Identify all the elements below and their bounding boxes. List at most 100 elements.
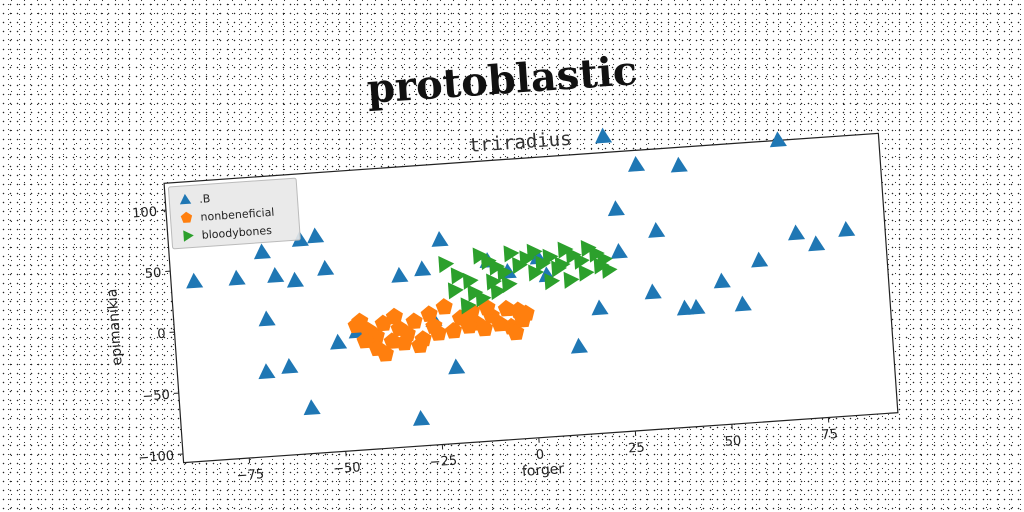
scatter-point (435, 298, 453, 315)
scatter-point (429, 324, 447, 341)
y-tick-label: 50 (144, 266, 162, 282)
scatter-point (497, 299, 515, 317)
scatter-point (838, 220, 856, 237)
scatter-point (286, 271, 305, 288)
scatter-point (601, 261, 618, 279)
scatter-point (607, 200, 625, 217)
plot-area (163, 132, 899, 464)
scatter-point (317, 259, 335, 276)
scatter-point (258, 363, 276, 380)
x-tick-label: 50 (724, 434, 742, 450)
scatter-point (253, 243, 271, 260)
scatter-point (491, 315, 509, 332)
scatter-point (391, 266, 409, 283)
scatter-point (497, 264, 513, 282)
scatter-point (648, 222, 666, 238)
scatter-point (593, 257, 610, 275)
scatter-point (303, 399, 321, 416)
legend-box (167, 177, 301, 250)
scatter-point (501, 276, 518, 294)
scatter-point (411, 336, 429, 354)
x-tick-label: −50 (333, 460, 361, 477)
scatter-point (460, 297, 477, 315)
legend-marker (179, 193, 192, 205)
scatter-point (488, 258, 505, 276)
scatter-point (374, 314, 392, 332)
x-tick-label: −75 (236, 467, 264, 484)
scatter-point (542, 248, 559, 266)
scatter-point (591, 299, 609, 316)
legend-label: nonbeneficial (200, 206, 275, 224)
scatter-point (788, 224, 806, 241)
scatter-point (713, 272, 731, 289)
scatter-point (460, 317, 478, 334)
legend-label: bloodybones (201, 224, 272, 242)
scatter-point (467, 284, 484, 302)
x-tick-label: 25 (628, 440, 646, 456)
x-axis-label: forger (521, 461, 565, 480)
y-axis-label: epimanikia (104, 288, 125, 366)
y-tick-label: 100 (132, 205, 158, 222)
scatter-point (734, 295, 752, 312)
y-tick-label: 0 (157, 327, 166, 343)
x-axis-ticks: −75 −50 −25 0 25 50 75 (236, 417, 839, 484)
scatter-point (528, 264, 544, 282)
scatter-point (258, 310, 276, 327)
scatter-point (472, 247, 489, 265)
legend-marker (180, 211, 193, 223)
scatter-point (519, 250, 536, 268)
scatter-point (507, 323, 525, 341)
scatter-point (383, 332, 401, 349)
scatter-point (644, 283, 662, 300)
scatter-point (186, 272, 204, 289)
scatter-point (356, 331, 374, 349)
scatter-point (228, 269, 246, 286)
scatter-point (565, 247, 582, 265)
x-tick-label: 0 (535, 447, 544, 463)
y-tick-label: −100 (138, 449, 175, 466)
scatter-point (535, 255, 552, 273)
scatter-point (450, 267, 467, 285)
scatter-point (431, 231, 449, 247)
scatter-point (578, 264, 595, 282)
scatter-point (395, 334, 413, 351)
scatter-point (281, 357, 299, 374)
scatter-point (307, 227, 325, 244)
scatter-point (486, 273, 502, 291)
scatter-point (628, 156, 646, 172)
scatter-point (445, 321, 463, 339)
scatter-point (570, 337, 588, 354)
scatter-point (580, 239, 597, 258)
scatter-point (610, 243, 628, 259)
y-tick-label: −50 (142, 388, 170, 405)
scatter-point (573, 252, 590, 270)
scatter-point (509, 301, 527, 319)
scatter-point (544, 273, 561, 291)
scatter-point (808, 235, 826, 252)
scatter-point (751, 251, 769, 268)
legend-marker (183, 230, 194, 242)
x-tick-label: 75 (821, 427, 839, 443)
scatter-point (413, 410, 431, 426)
scatter-point (503, 245, 520, 263)
scatter-point (475, 319, 493, 337)
y-axis-ticks: −100 −50 0 50 100 (132, 205, 184, 466)
chart-title: triradius (468, 128, 572, 157)
scatter-point (448, 358, 466, 375)
scatter-point (405, 312, 423, 330)
scatter-point (512, 257, 528, 275)
scatter-point (438, 256, 455, 274)
data-points (186, 127, 856, 426)
scatter-point (588, 245, 605, 263)
scatter-point (330, 333, 348, 350)
scatter-point (480, 253, 497, 271)
scatter-point (376, 345, 394, 362)
scatter-point (563, 271, 580, 289)
scatter-point (526, 243, 543, 261)
scatter-point (267, 267, 285, 283)
scatter-point (414, 260, 432, 277)
scatter-point (554, 256, 571, 274)
scatter-point (769, 131, 787, 148)
